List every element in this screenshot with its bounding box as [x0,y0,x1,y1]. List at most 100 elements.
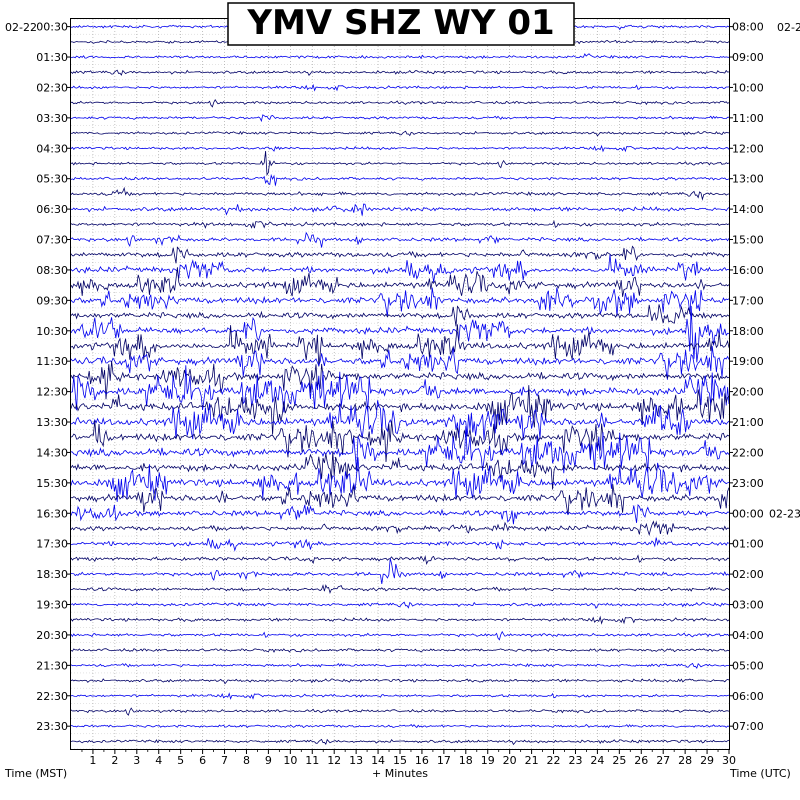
x-tick-label: 7 [221,754,228,767]
x-tick-label: 29 [700,754,714,767]
right-tick-label: 23:00 [732,477,764,490]
seismic-trace [70,400,730,441]
x-tick-label: 5 [177,754,184,767]
left-tick-label: 12:30 [36,386,68,399]
seismic-trace [70,451,730,490]
seismic-trace [70,662,729,669]
right-tick-label: 13:00 [732,173,764,186]
right-tick-label: 01:00 [732,538,764,551]
seismic-trace [70,615,730,625]
x-tick-label: 18 [459,754,473,767]
left-tick-label: 19:30 [36,599,68,612]
x-tick-label: 23 [568,754,582,767]
seismic-trace [70,692,730,700]
seismic-trace [70,426,730,474]
seismic-trace [70,520,730,537]
seismic-trace [70,584,730,595]
seismic-trace [70,203,730,216]
seismic-trace [70,601,730,610]
x-tick-label: 12 [327,754,341,767]
right-tick-label: 09:00 [732,51,764,64]
right-tick-label: 20:00 [732,386,764,399]
x-tick-label: 2 [111,754,118,767]
right-tick-label: 03:00 [732,599,764,612]
right-tick-label: 12:00 [732,142,764,155]
seismic-trace [70,220,730,229]
x-tick-label: 3 [133,754,140,767]
right-tick-label: 18:00 [732,325,764,338]
seismic-trace [70,245,730,264]
seismic-trace [70,707,730,716]
x-tick-label: 30 [722,754,736,767]
left-tick-label: 13:30 [36,416,68,429]
right-tick-label: 02:00 [732,568,764,581]
right-tick-label: 04:00 [732,629,764,642]
right-tick-label: 17:00 [732,294,764,307]
left-tick-label: 22:30 [36,690,68,703]
right-tick-label: 15:00 [732,234,764,247]
x-tick-label: 14 [371,754,385,767]
right-date-change-label: 02-23 [769,507,800,520]
right-date-label: 02-2 [777,21,800,34]
x-tick-label: 28 [678,754,692,767]
x-tick-label: 6 [199,754,206,767]
left-tick-label: 02:30 [36,81,68,94]
left-tick-label: 23:30 [36,720,68,733]
left-tick-label: 15:30 [36,477,68,490]
left-tick-label: 03:30 [36,112,68,125]
trace-layer [70,22,730,746]
seismic-trace [70,267,730,297]
x-tick-label: 16 [415,754,429,767]
right-tick-label: 07:00 [732,720,764,733]
seismic-trace [70,186,730,201]
seismic-trace [70,173,730,186]
seismic-trace [70,678,730,685]
left-tick-label: 14:30 [36,446,68,459]
seismic-trace [70,144,730,153]
seismic-trace [70,324,730,367]
x-tick-label: 10 [283,754,297,767]
x-tick-label: 4 [155,754,162,767]
left-date-label: 02-22 [5,21,37,34]
left-tick-label: 08:30 [36,264,68,277]
left-tick-label: 00:30 [36,21,68,34]
seismic-trace [70,723,730,729]
x-tick-label: 8 [243,754,250,767]
right-tick-label: 16:00 [732,264,764,277]
x-tick-label: 26 [634,754,648,767]
seismic-trace [70,346,730,380]
left-tick-label: 21:30 [36,659,68,672]
chart-title-box: YMV SHZ WY 01 [227,2,575,46]
x-tick-label: 27 [656,754,670,767]
seismic-trace [70,287,730,317]
x-tick-label: 25 [612,754,626,767]
right-tick-label: 10:00 [732,81,764,94]
left-tick-label: 04:30 [36,142,68,155]
seismic-trace [70,305,730,363]
seismic-trace [70,231,730,248]
seismic-trace [70,365,730,413]
right-tick-label: 05:00 [732,659,764,672]
seismic-trace [70,53,730,60]
seismic-trace [70,360,730,400]
x-tick-label: 13 [349,754,363,767]
x-axis-title: + Minutes [372,767,428,780]
left-axis-title: Time (MST) [4,767,67,780]
left-tick-label: 01:30 [36,51,68,64]
right-tick-label: 11:00 [732,112,764,125]
left-tick-label: 06:30 [36,203,68,216]
seismic-trace [70,304,730,327]
left-tick-label: 07:30 [36,234,68,247]
right-tick-label: 22:00 [732,446,764,459]
left-tick-label: 10:30 [36,325,68,338]
left-tick-label: 16:30 [36,507,68,520]
left-tick-label: 09:30 [36,294,68,307]
seismic-trace [70,504,730,525]
seismic-trace [70,114,730,123]
seismic-trace [70,385,730,435]
seismic-trace [70,69,730,77]
right-tick-label: 08:00 [732,21,764,34]
x-tick-label: 1 [89,754,96,767]
seismic-trace [71,83,730,92]
